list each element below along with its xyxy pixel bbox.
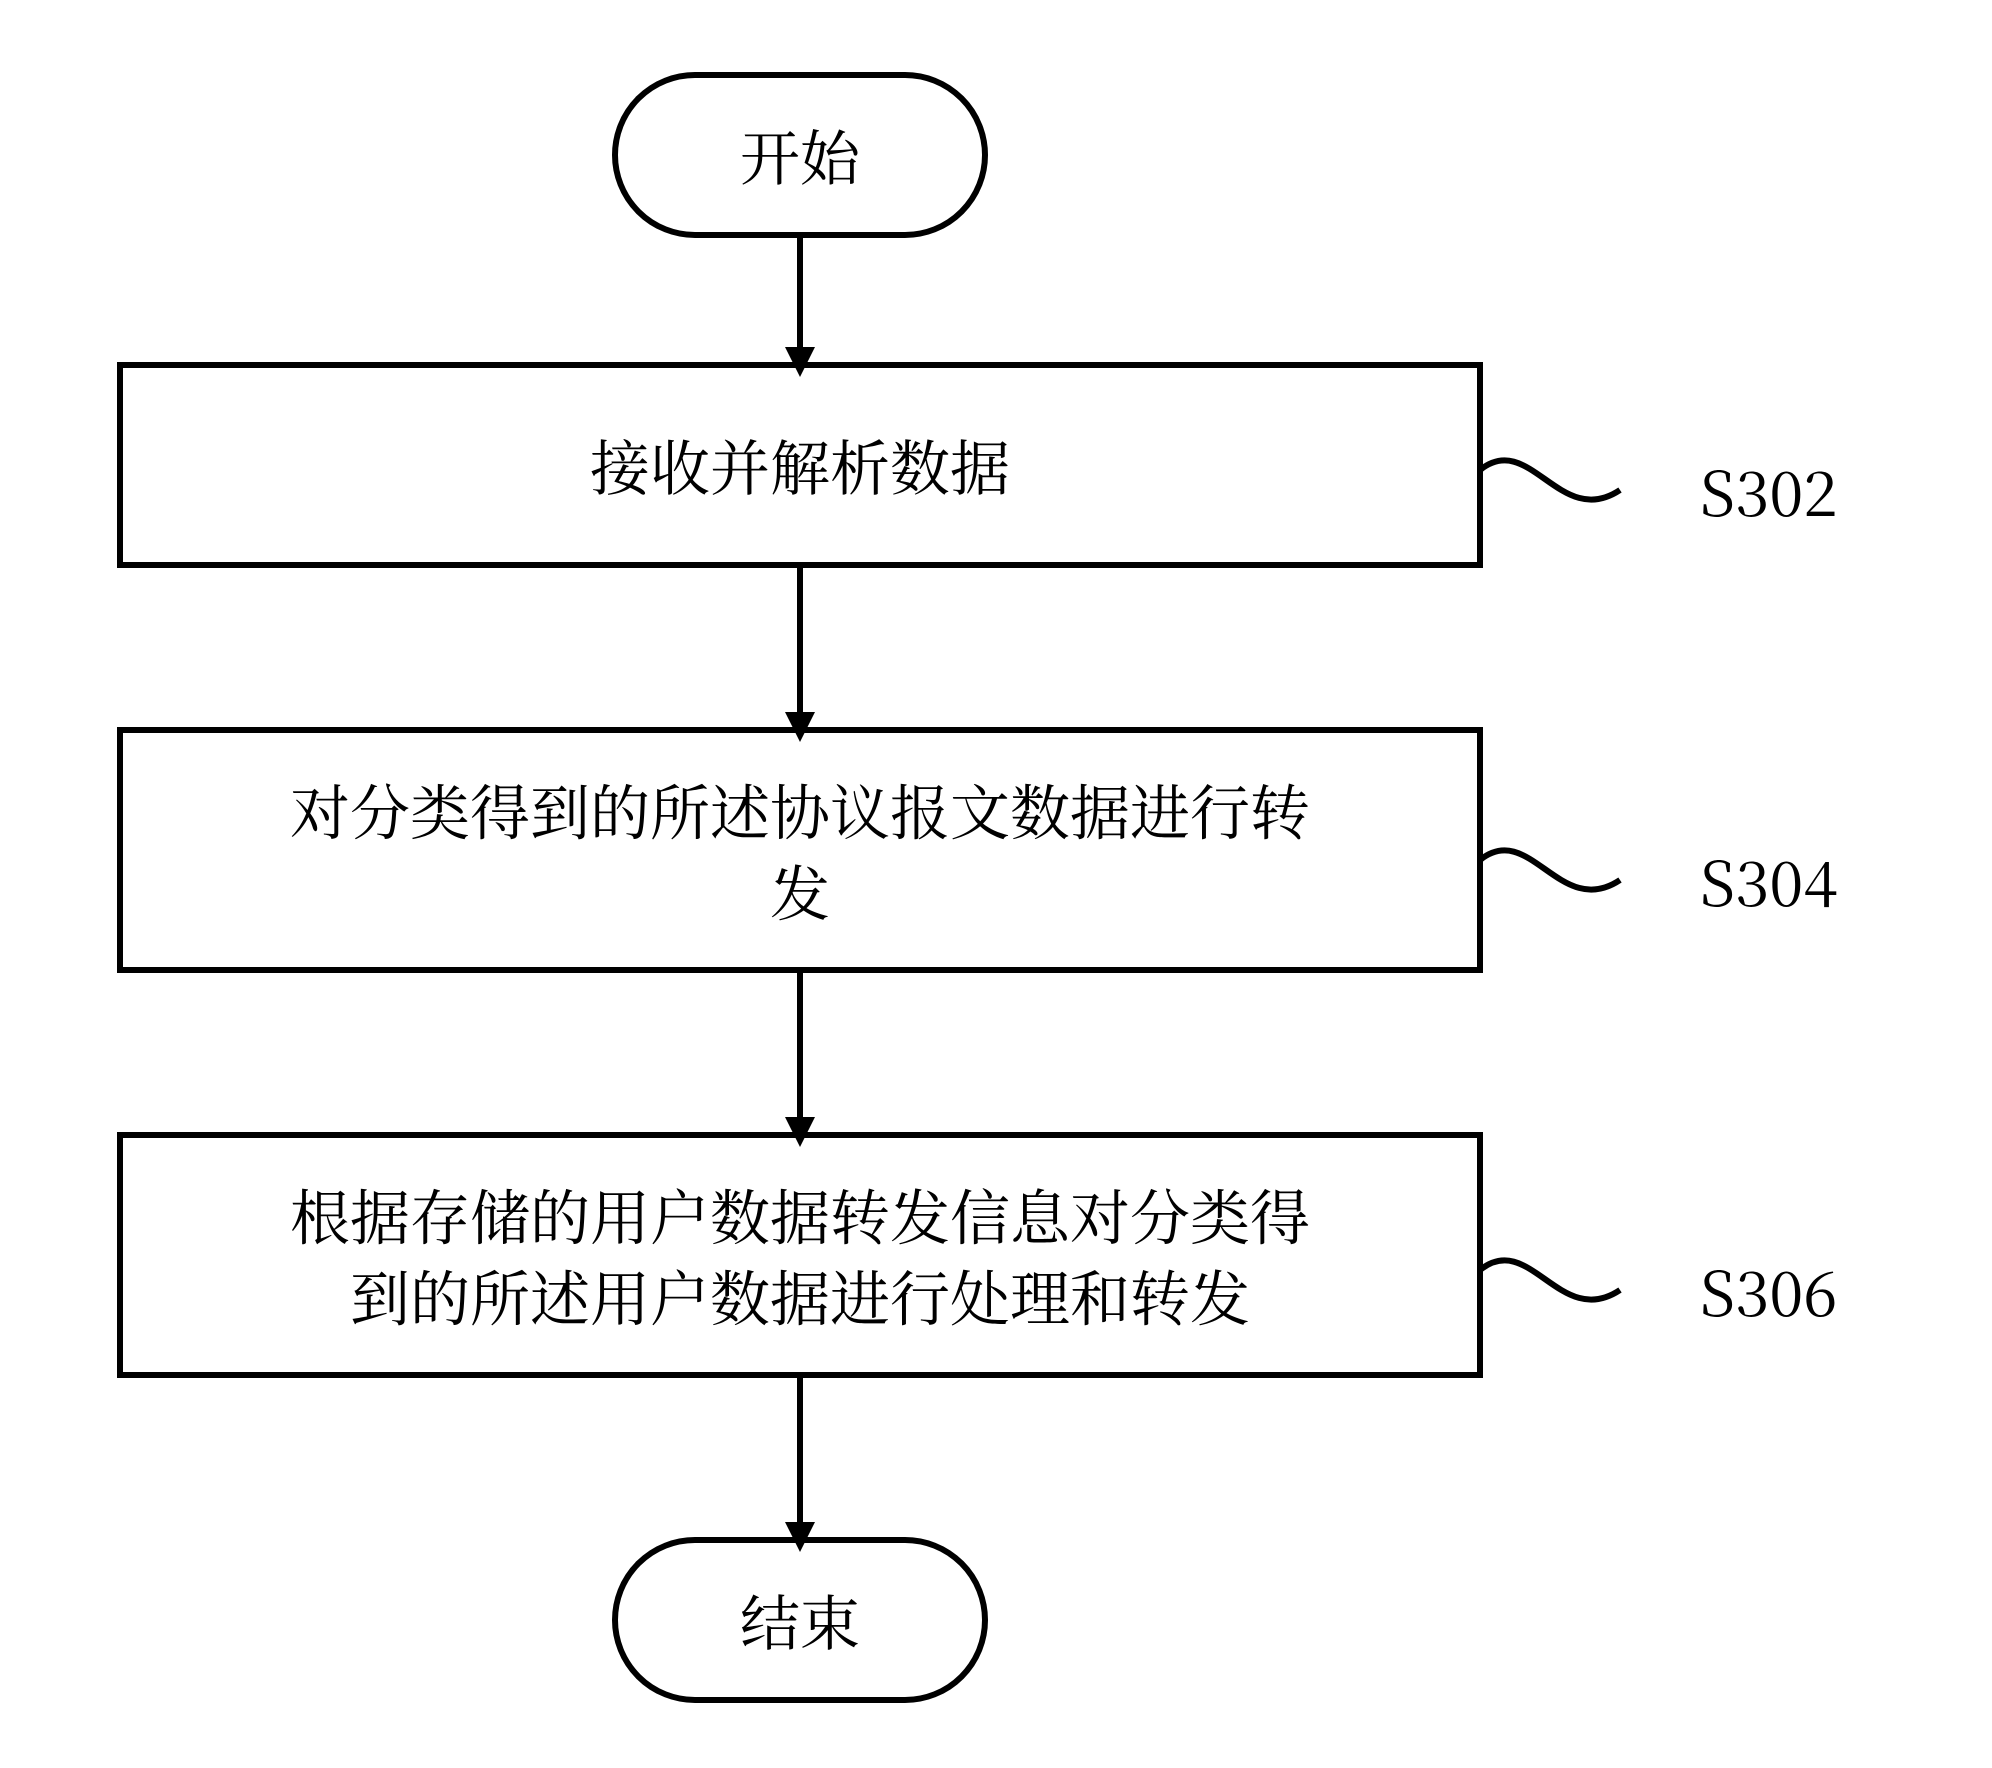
process-s306: 根据存储的用户数据转发信息对分类得到的所述用户数据进行处理和转发	[120, 1135, 1480, 1375]
label-connector	[1480, 850, 1620, 889]
end-terminator: 结束	[615, 1540, 985, 1700]
start-terminator: 开始	[615, 75, 985, 235]
step-label-s306: S306	[1700, 1245, 1837, 1334]
process-s306-line: 根据存储的用户数据转发信息对分类得	[290, 1172, 1310, 1258]
step-label-s302: S302	[1700, 445, 1837, 534]
process-s302: 接收并解析数据	[120, 365, 1480, 565]
step-label-s304: S304	[1700, 835, 1837, 924]
label-connector	[1480, 460, 1620, 499]
label-connector	[1480, 1260, 1620, 1299]
end-label: 结束	[740, 1577, 860, 1663]
process-s304-line: 对分类得到的所述协议报文数据进行转	[290, 767, 1310, 853]
start-label: 开始	[740, 112, 862, 198]
process-s304-line: 发	[770, 848, 830, 934]
process-s302-line: 接收并解析数据	[590, 422, 1010, 508]
process-s304: 对分类得到的所述协议报文数据进行转发	[120, 730, 1480, 970]
process-s306-line: 到的所述用户数据进行处理和转发	[350, 1253, 1250, 1339]
